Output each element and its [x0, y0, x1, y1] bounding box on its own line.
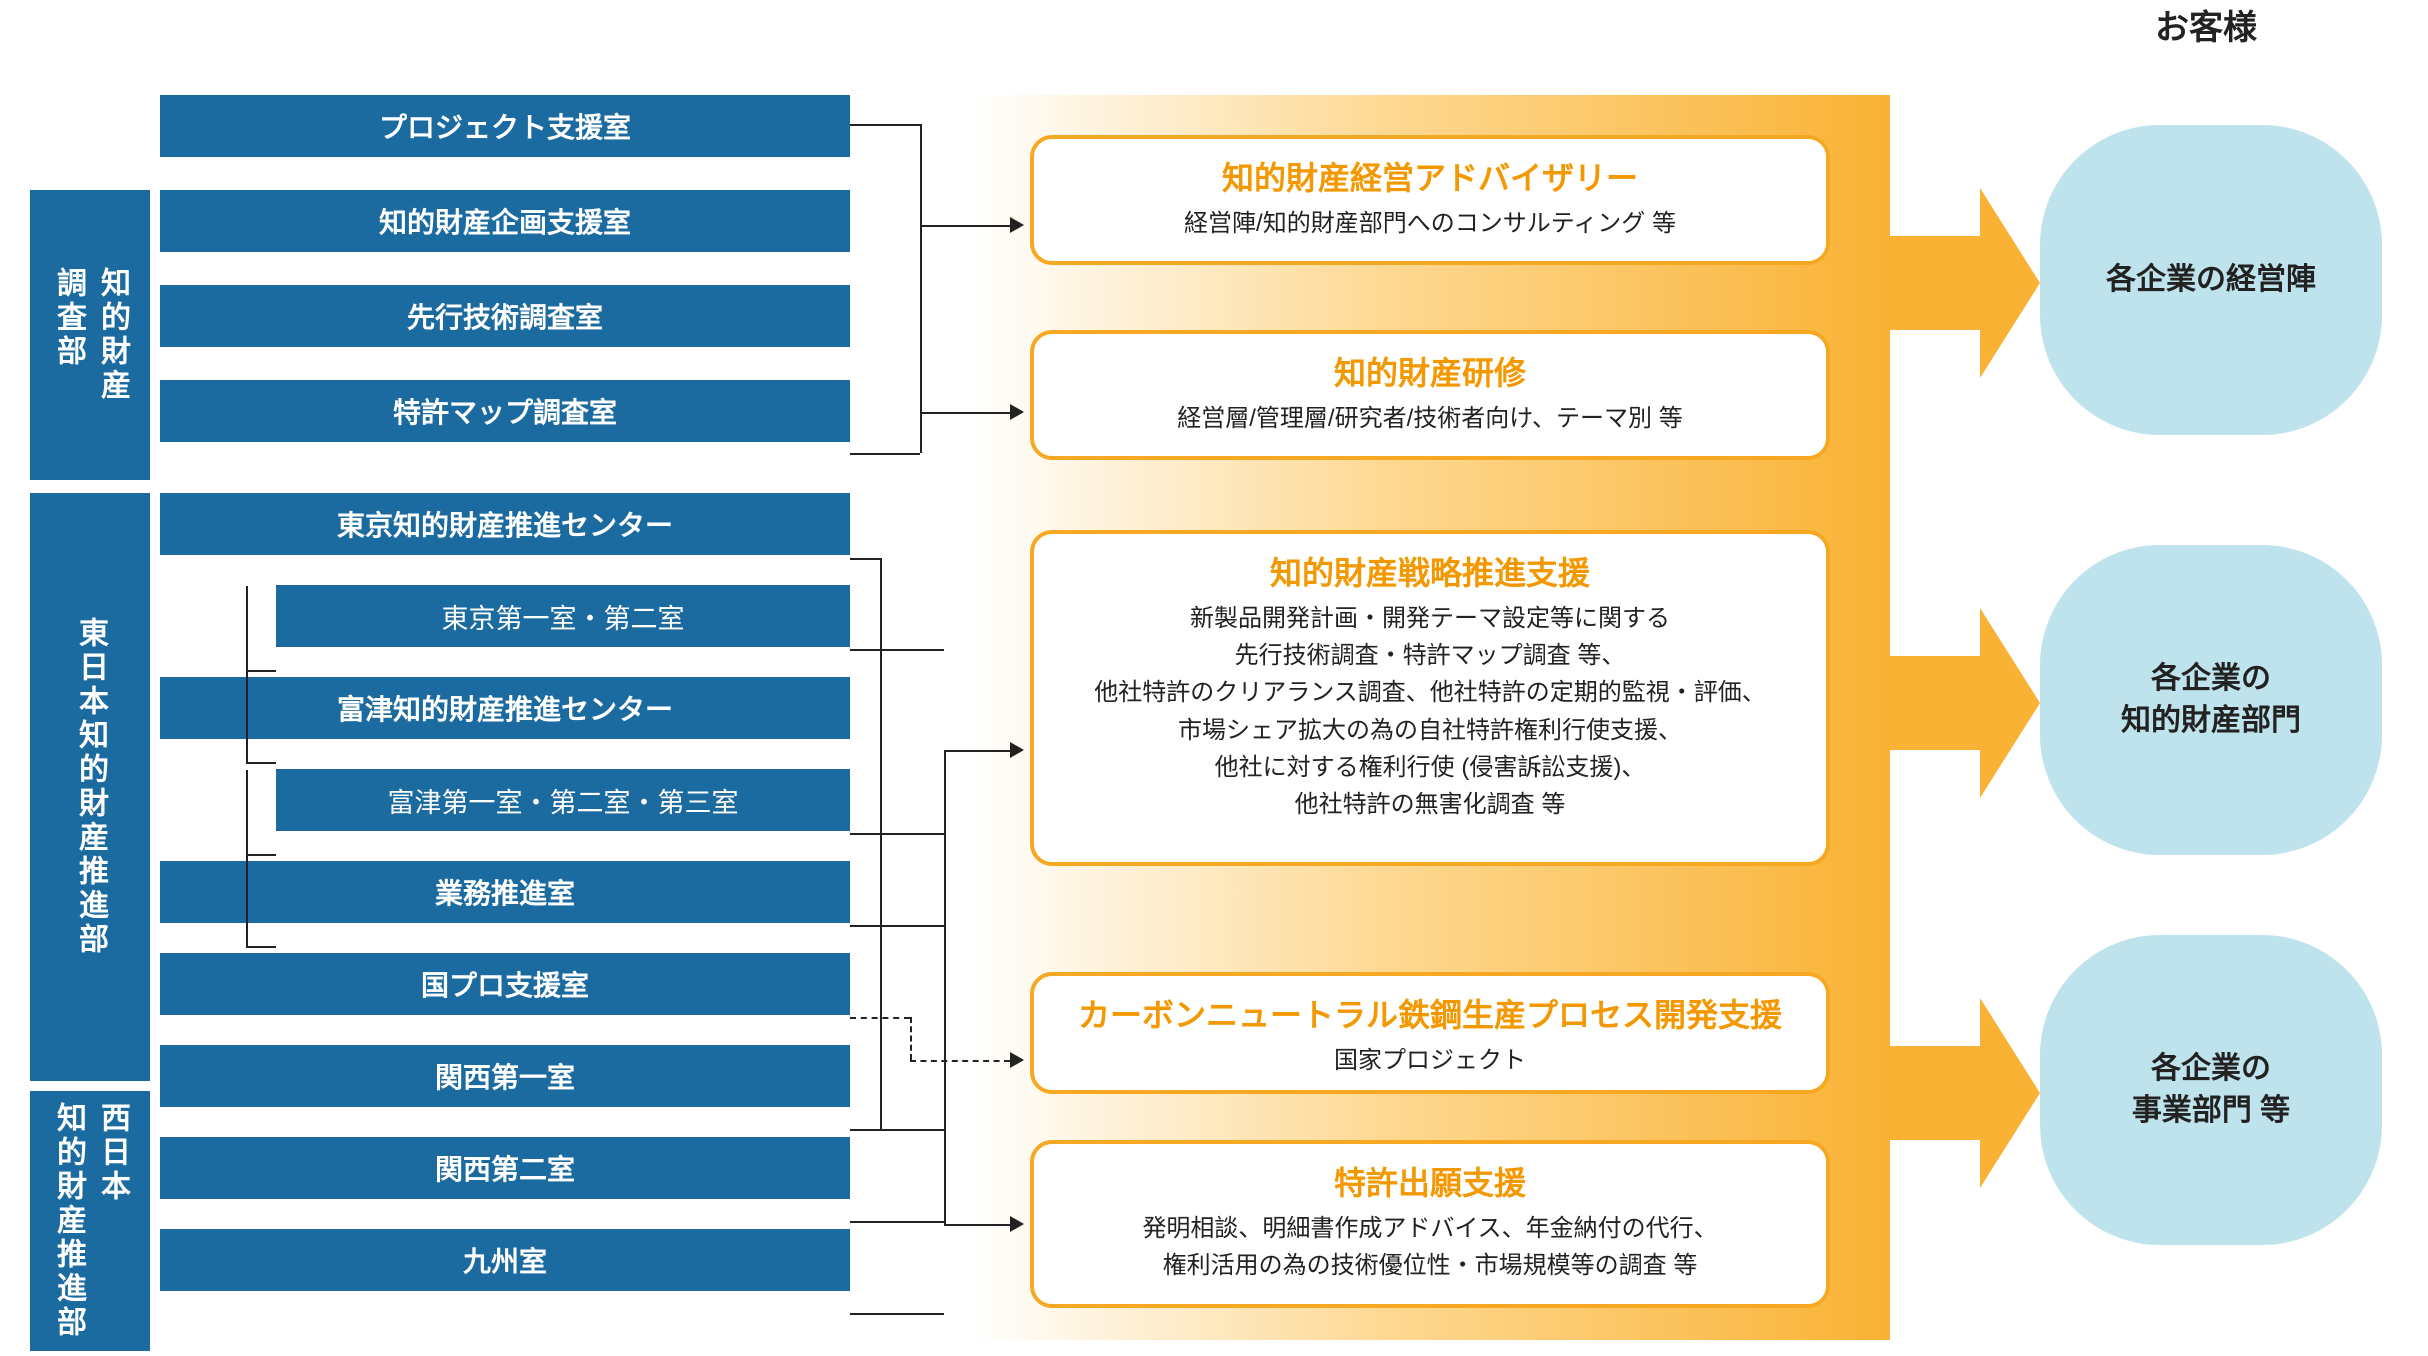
service-title: 知的財産経営アドバイザリー: [1064, 153, 1796, 199]
connector: [850, 925, 944, 927]
org-dept-research: 知的財産調査部: [30, 190, 150, 480]
customer-pill: 各企業の知的財産部門: [2040, 545, 2382, 855]
connector: [910, 1060, 1010, 1062]
connector: [850, 1313, 944, 1315]
service-box: カーボンニュートラル鉄鋼生産プロセス開発支援国家プロジェクト: [1030, 972, 1830, 1094]
service-desc: 発明相談、明細書作成アドバイス、年金納付の代行、権利活用の為の技術優位性・市場規…: [1064, 1210, 1796, 1284]
org-room: 業務推進室: [160, 861, 850, 923]
connector: [246, 854, 276, 856]
service-desc: 国家プロジェクト: [1064, 1042, 1796, 1079]
org-room: 関西第一室: [160, 1045, 850, 1107]
service-title: 特許出願支援: [1064, 1158, 1796, 1204]
org-project-support: プロジェクト支援室: [160, 95, 850, 157]
connector: [246, 670, 276, 672]
connector: [920, 412, 1010, 414]
org-room: 九州室: [160, 1229, 850, 1291]
arrow-right-icon: [1890, 608, 2040, 798]
service-desc: 経営陣/知的財産部門へのコンサルティング 等: [1064, 205, 1796, 242]
connector-arrowhead: [1010, 217, 1024, 233]
org-room: 先行技術調査室: [160, 285, 850, 347]
connector: [944, 750, 1010, 752]
connector-arrowhead: [1010, 1216, 1024, 1232]
service-box: 特許出願支援発明相談、明細書作成アドバイス、年金納付の代行、権利活用の為の技術優…: [1030, 1140, 1830, 1308]
connector: [850, 124, 920, 126]
org-center-sub: 東京第一室・第二室: [276, 585, 850, 647]
connector: [920, 124, 922, 453]
org-dept-east: 東日本知的財産推進部: [30, 493, 150, 1081]
connector-arrowhead: [1010, 1052, 1024, 1068]
connector: [850, 453, 920, 455]
connector: [246, 770, 248, 946]
org-dept-west: 西日本知的財産推進部: [30, 1091, 150, 1351]
connector: [850, 649, 944, 651]
connector: [880, 558, 882, 1129]
service-desc: 新製品開発計画・開発テーマ設定等に関する先行技術調査・特許マップ調査 等、他社特…: [1064, 600, 1796, 823]
connector: [944, 1224, 1010, 1226]
service-title: 知的財産戦略推進支援: [1064, 548, 1796, 594]
customer-header: お客様: [2155, 0, 2257, 49]
connector: [246, 946, 276, 948]
org-center: 富津知的財産推進センター: [160, 677, 850, 739]
arrow-right-icon: [1890, 998, 2040, 1188]
connector: [850, 558, 880, 560]
connector: [944, 750, 946, 1224]
connector-arrowhead: [1010, 404, 1024, 420]
connector: [850, 1129, 880, 1131]
org-center-sub: 富津第一室・第二室・第三室: [276, 769, 850, 831]
connector: [246, 586, 248, 762]
connector: [246, 762, 276, 764]
service-title: カーボンニュートラル鉄鋼生産プロセス開発支援: [1064, 990, 1796, 1036]
service-box: 知的財産経営アドバイザリー経営陣/知的財産部門へのコンサルティング 等: [1030, 135, 1830, 265]
connector: [850, 1017, 910, 1019]
customer-pill: 各企業の事業部門 等: [2040, 935, 2382, 1245]
service-title: 知的財産研修: [1064, 348, 1796, 394]
org-center: 東京知的財産推進センター: [160, 493, 850, 555]
connector: [880, 1129, 944, 1131]
service-box: 知的財産戦略推進支援新製品開発計画・開発テーマ設定等に関する先行技術調査・特許マ…: [1030, 530, 1830, 866]
service-box: 知的財産研修経営層/管理層/研究者/技術者向け、テーマ別 等: [1030, 330, 1830, 460]
connector-arrowhead: [1010, 742, 1024, 758]
connector: [910, 1017, 912, 1060]
connector: [850, 1221, 944, 1223]
org-room: 特許マップ調査室: [160, 380, 850, 442]
connector: [850, 833, 944, 835]
org-room: 関西第二室: [160, 1137, 850, 1199]
org-room: 国プロ支援室: [160, 953, 850, 1015]
arrow-right-icon: [1890, 188, 2040, 378]
connector: [920, 225, 1010, 227]
service-desc: 経営層/管理層/研究者/技術者向け、テーマ別 等: [1064, 400, 1796, 437]
org-room: 知的財産企画支援室: [160, 190, 850, 252]
customer-pill: 各企業の経営陣: [2040, 125, 2382, 435]
